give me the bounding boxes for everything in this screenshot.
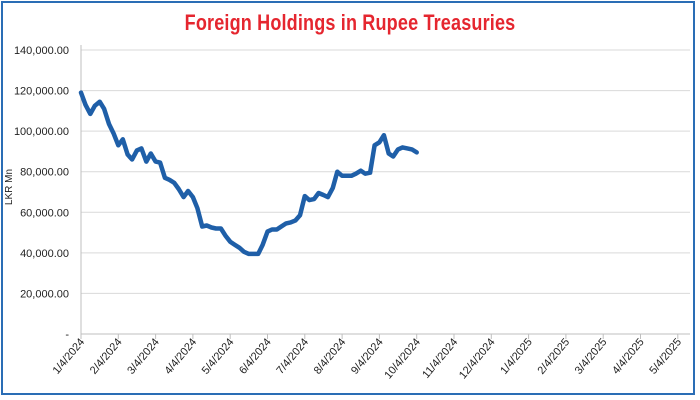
x-tick-label: 5/4/2024 [200,336,237,377]
x-tick-label: 8/4/2024 [312,336,349,377]
x-tick-label: 1/4/2024 [51,336,88,377]
x-tick-label: 2/4/2025 [535,336,572,377]
y-axis-label: LKR Mn [4,169,15,205]
x-tick-label: 3/4/2024 [125,336,162,377]
x-tick-label: 4/4/2025 [610,336,647,377]
series [78,90,419,257]
y-tick-label: 40,000.00 [20,248,69,260]
x-tick-label: 3/4/2025 [573,336,610,377]
x-tick-label: 2/4/2024 [88,336,125,377]
y-tick-label: - [65,329,69,341]
y-tick-label: 60,000.00 [20,207,69,219]
x-tick-label: 10/4/2024 [382,336,423,381]
y-tick-label: 120,000.00 [14,86,69,98]
x-tick-label: 4/4/2024 [162,336,199,377]
x-tick-label: 12/4/2024 [457,336,498,381]
series-line [78,90,419,257]
x-tick-label: 6/4/2024 [237,336,274,377]
y-tick-labels: - 20,000.00 40,000.00 60,000.00 80,000.00 100… [14,45,69,341]
x-tick-label: 5/4/2025 [647,336,684,377]
axes [80,45,690,339]
chart-title: Foreign Holdings in Rupee Treasuries [184,10,516,35]
x-tick-label: 9/4/2024 [349,336,386,377]
y-tick-label: 100,000.00 [14,126,69,138]
x-tick-label: 1/4/2025 [498,336,535,377]
chart-frame [1,1,695,395]
y-tick-label: 80,000.00 [20,167,69,179]
x-tick-label: 11/4/2024 [420,336,460,381]
y-tick-label: 20,000.00 [20,288,69,300]
x-tick-label: 7/4/2024 [274,336,311,377]
gridlines [81,49,690,294]
y-tick-label: 140,000.00 [14,45,69,57]
x-tick-labels: 1/4/2024 2/4/2024 3/4/2024 4/4/2024 5/4/2024… [51,336,685,381]
